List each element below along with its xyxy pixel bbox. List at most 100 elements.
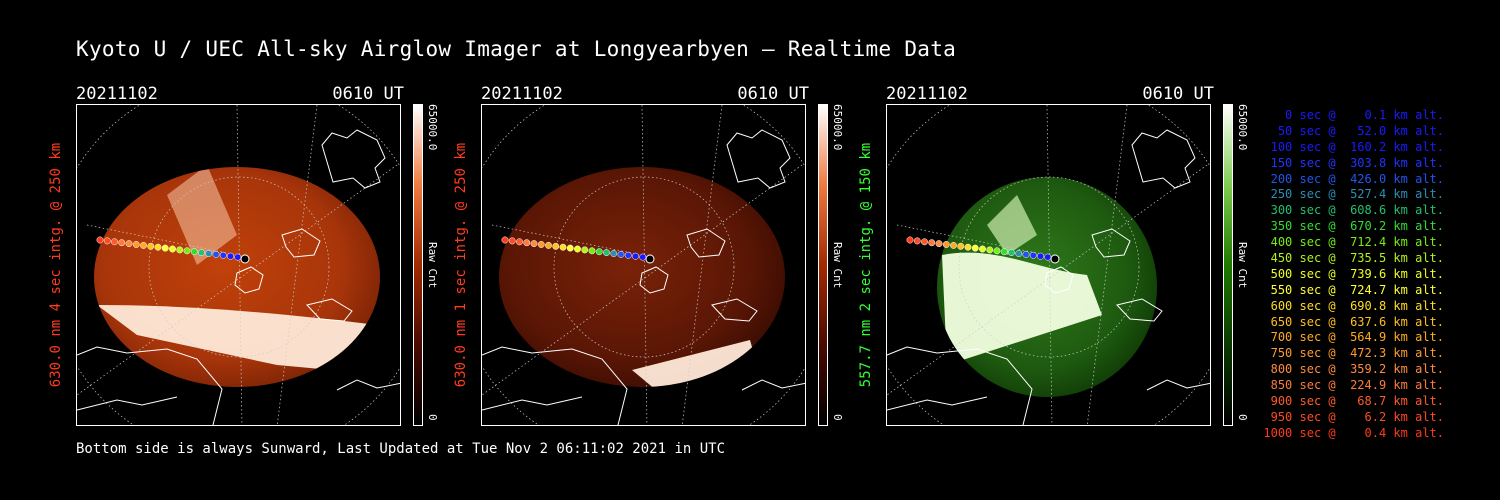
trajectory-point (212, 250, 220, 258)
allsky-image (481, 104, 806, 426)
trajectory-point (516, 238, 523, 246)
trajectory-point (190, 248, 198, 256)
trajectory-point (639, 253, 647, 261)
legend-item: 450 sec @ 735.5 km alt. (1263, 251, 1444, 266)
allsky-image (886, 104, 1211, 426)
trajectory-point (125, 240, 133, 248)
trajectory-point (581, 246, 589, 254)
legend-item: 250 sec @ 527.4 km alt. (1263, 187, 1444, 202)
trajectory-point (957, 242, 965, 250)
trajectory-point (530, 240, 538, 248)
legend-item: 200 sec @ 426.0 km alt. (1263, 171, 1444, 186)
colorbar-label: Raw Cnt (1236, 242, 1249, 289)
trajectory-point (993, 247, 1001, 255)
trajectory-point (219, 251, 227, 259)
trajectory-point (588, 247, 596, 255)
colorbar-max: 65000.0 (1236, 104, 1249, 151)
trajectory-point (169, 245, 176, 253)
sky-disc (499, 167, 785, 387)
colorbar-label: Raw Cnt (426, 242, 439, 289)
trajectory-point (574, 245, 581, 253)
allsky-map (887, 105, 1210, 425)
trajectory-point (227, 252, 234, 260)
trajectory-point (176, 246, 184, 254)
trajectory-point (147, 242, 155, 250)
trajectory-point (566, 244, 574, 252)
allsky-image (76, 104, 401, 426)
trajectory-point (1015, 250, 1023, 257)
legend-item: 350 sec @ 670.2 km alt. (1263, 219, 1444, 234)
colorbar (818, 104, 828, 426)
colorbar-label: Raw Cnt (831, 242, 844, 289)
colorbar (1223, 104, 1233, 426)
legend-item: 650 sec @ 637.6 km alt. (1263, 314, 1444, 329)
trajectory-point (508, 237, 516, 245)
trajectory-point (132, 241, 140, 248)
colorbar-max: 65000.0 (426, 104, 439, 151)
panel-time: 0610 UT (1142, 84, 1214, 104)
legend-item: 50 sec @ 52.0 km alt. (1263, 123, 1444, 138)
trajectory-point (1000, 248, 1008, 256)
trajectory-point (971, 244, 979, 252)
trajectory-point (603, 249, 610, 257)
trajectory-point (617, 250, 625, 258)
station-marker (645, 254, 655, 264)
trajectory-point (935, 240, 943, 248)
legend-item: 850 sec @ 224.9 km alt. (1263, 378, 1444, 393)
trajectory-point (921, 238, 928, 246)
imager-panel-1: 20211102 0610 UT 630.0 nm 4 sec intg. @ … (48, 84, 456, 430)
legend-item: 100 sec @ 160.2 km alt. (1263, 139, 1444, 154)
trajectory-point (1008, 249, 1015, 257)
panel-date: 20211102 (481, 84, 563, 104)
trajectory-point (1022, 250, 1030, 258)
trajectory-point (183, 247, 191, 255)
trajectory-point (523, 239, 531, 247)
legend-item: 750 sec @ 472.3 km alt. (1263, 346, 1444, 361)
trajectory-point (140, 241, 147, 249)
footer-note: Bottom side is always Sunward, Last Upda… (76, 441, 726, 457)
trajectory-point (111, 238, 118, 246)
trajectory-point (979, 245, 986, 253)
legend-item: 1000 sec @ 0.4 km alt. (1263, 425, 1444, 440)
trajectory-point (1037, 252, 1044, 260)
panel-date: 20211102 (76, 84, 158, 104)
legend-item: 550 sec @ 724.7 km alt. (1263, 282, 1444, 297)
colorbar-min: 0 (426, 414, 439, 421)
trajectory-point (986, 246, 994, 254)
legend-item: 950 sec @ 6.2 km alt. (1263, 409, 1444, 424)
trajectory-point (234, 253, 242, 261)
allsky-map (77, 105, 400, 425)
legend-item: 800 sec @ 359.2 km alt. (1263, 362, 1444, 377)
legend-item: 0 sec @ 0.1 km alt. (1263, 108, 1444, 122)
panel-ylabel: 630.0 nm 4 sec intg. @ 250 km (48, 142, 64, 388)
panel-ylabel: 630.0 nm 1 sec intg. @ 250 km (453, 142, 469, 388)
trajectory-point (154, 243, 162, 251)
imager-panel-3: 20211102 0610 UT 557.7 nm 2 sec intg. @ … (858, 84, 1266, 430)
trajectory-point (942, 241, 950, 248)
colorbar-max: 65000.0 (831, 104, 844, 151)
trajectory-point (118, 239, 126, 247)
trajectory-point (537, 241, 545, 248)
legend-item: 700 sec @ 564.9 km alt. (1263, 330, 1444, 345)
trajectory-point (545, 241, 552, 249)
imager-panel-2: 20211102 0610 UT 630.0 nm 1 sec intg. @ … (453, 84, 861, 430)
panel-date: 20211102 (886, 84, 968, 104)
legend-item: 300 sec @ 608.6 km alt. (1263, 203, 1444, 218)
trajectory-point (1029, 251, 1037, 259)
trajectory-point (610, 250, 618, 257)
panel-ylabel: 557.7 nm 2 sec intg. @ 150 km (858, 142, 874, 388)
station-marker (1050, 254, 1060, 264)
trajectory-point (96, 236, 104, 244)
trajectory-point (198, 249, 205, 257)
legend-item: 500 sec @ 739.6 km alt. (1263, 266, 1444, 281)
station-marker (240, 254, 250, 264)
trajectory-point (928, 239, 936, 247)
page-title: Kyoto U / UEC All-sky Airglow Imager at … (76, 37, 957, 61)
colorbar (413, 104, 423, 426)
colorbar-min: 0 (1236, 414, 1249, 421)
allsky-map (482, 105, 805, 425)
trajectory-point (595, 248, 603, 256)
trajectory-point (632, 252, 639, 260)
legend-item: 900 sec @ 68.7 km alt. (1263, 394, 1444, 409)
legend-item: 150 sec @ 303.8 km alt. (1263, 155, 1444, 170)
